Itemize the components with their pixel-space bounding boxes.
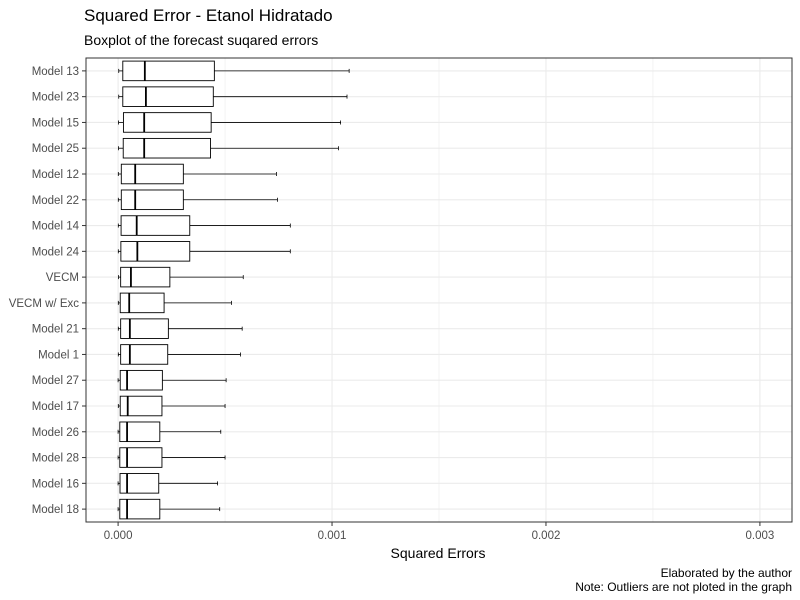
chart-subtitle: Boxplot of the forecast suqared errors <box>84 32 319 48</box>
box-model-28 <box>117 447 226 468</box>
y-tick-label: Model 13 <box>32 66 79 78</box>
y-tick-label: Model 27 <box>32 375 79 387</box>
box-model-22 <box>117 189 278 211</box>
box-model-15 <box>118 112 341 133</box>
box-model-13 <box>118 60 350 82</box>
iqr-box <box>122 60 215 82</box>
y-tick-label: Model 16 <box>32 478 79 490</box>
box-model-18 <box>117 498 221 520</box>
box-model-17 <box>117 395 226 417</box>
box-model-21 <box>117 318 243 339</box>
iqr-box <box>120 189 184 211</box>
y-tick-label: Model 18 <box>32 504 79 516</box>
caption-author: Elaborated by the author <box>660 566 792 580</box>
box-model-24 <box>117 241 291 262</box>
box-model-23 <box>118 86 348 107</box>
iqr-box <box>120 215 191 236</box>
box-model-16 <box>117 473 218 494</box>
box-model-12 <box>117 163 277 185</box>
box-model-27 <box>117 369 227 391</box>
y-tick-label: Model 28 <box>32 453 79 465</box>
y-tick-label: Model 12 <box>32 169 79 181</box>
iqr-box <box>122 112 212 133</box>
y-tick-label: VECM <box>46 272 79 284</box>
y-tick-label: Model 22 <box>32 195 79 207</box>
x-axis-title: Squared Errors <box>391 545 486 561</box>
x-tick-label: 0.001 <box>318 530 347 542</box>
y-tick-label: Model 25 <box>32 143 79 155</box>
iqr-box <box>119 498 161 520</box>
iqr-box <box>122 137 211 159</box>
box-vecm <box>118 266 244 288</box>
y-tick-label: Model 24 <box>32 246 80 258</box>
iqr-box <box>119 369 163 391</box>
iqr-box <box>120 344 169 365</box>
y-tick-label: Model 17 <box>32 401 79 413</box>
iqr-box <box>120 266 171 288</box>
x-tick-label: 0.002 <box>532 530 561 542</box>
iqr-box <box>119 395 163 417</box>
iqr-box <box>120 318 169 339</box>
iqr-box <box>119 473 160 494</box>
x-tick-label: 0.000 <box>104 530 133 542</box>
iqr-box <box>120 163 184 185</box>
box-model-1 <box>117 344 241 365</box>
y-tick-label: Model 15 <box>32 117 79 129</box>
iqr-box <box>120 241 191 262</box>
panel-border <box>85 57 793 523</box>
y-tick-labels: Model 13 Model 23 Model 15 Model 25 Model 12… <box>9 66 86 516</box>
x-tick-labels: 0.000 0.001 0.002 0.003 <box>104 522 775 542</box>
caption-note: Note: Outliers are not ploted in the gra… <box>575 580 792 594</box>
chart-title: Squared Error - Etanol Hidratado <box>84 6 333 25</box>
y-tick-label: VECM w/ Exc <box>9 298 80 310</box>
iqr-box <box>119 447 163 468</box>
y-tick-label: Model 21 <box>32 324 79 336</box>
iqr-box <box>122 86 214 107</box>
y-tick-label: Model 26 <box>32 427 79 439</box>
iqr-box <box>119 421 161 443</box>
box-model-26 <box>117 421 222 443</box>
box-model-14 <box>117 215 291 236</box>
y-tick-label: Model 14 <box>32 221 80 233</box>
y-tick-label: Model 23 <box>32 92 79 104</box>
x-tick-label: 0.003 <box>746 530 775 542</box>
box-vecm-w-exc <box>117 292 232 314</box>
y-tick-label: Model 1 <box>38 349 79 361</box>
iqr-box <box>119 292 165 314</box>
box-layer <box>117 60 350 520</box>
box-model-25 <box>118 137 339 159</box>
